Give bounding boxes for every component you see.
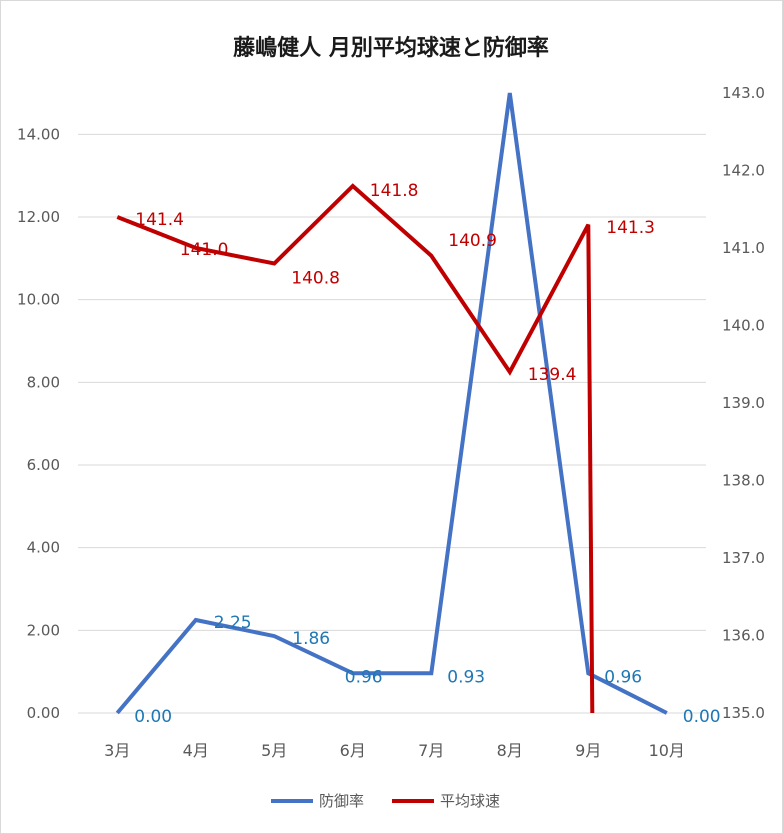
right-tick-label: 142.0 [722, 162, 765, 180]
data-label: 0.96 [345, 667, 383, 687]
series-line-era [115, 92, 668, 715]
data-label: 139.4 [528, 365, 577, 385]
chart-title: 藤嶋健人 月別平均球速と防御率 [233, 35, 549, 61]
left-tick-label: 4.00 [27, 539, 60, 557]
data-label: 0.93 [447, 667, 485, 687]
right-axis-ticks: 135.0 136.0 137.0 138.0 139.0 140.0 141.0 142.0… [722, 84, 765, 722]
category-label: 3月 [104, 741, 130, 760]
legend-label: 平均球速 [440, 792, 500, 810]
data-label: 1.86 [292, 629, 330, 649]
left-tick-label: 14.00 [17, 125, 60, 143]
data-label: 0.00 [683, 707, 721, 727]
gridlines [78, 133, 706, 714]
left-tick-label: 10.00 [17, 291, 60, 309]
data-label: 140.8 [291, 269, 340, 289]
data-label: 141.3 [606, 218, 655, 238]
right-tick-label: 136.0 [722, 627, 765, 645]
category-label: 8月 [497, 741, 523, 760]
right-tick-label: 137.0 [722, 549, 765, 567]
right-tick-label: 139.0 [722, 394, 765, 412]
data-labels: 0.00 2.25 1.86 0.96 0.93 0.96 0.00 141.4 141.0 14… [134, 181, 720, 727]
series-line-velocity [116, 183, 595, 714]
category-label: 6月 [340, 741, 366, 760]
data-label: 0.00 [134, 707, 172, 727]
category-label: 5月 [261, 741, 287, 760]
series-lines [115, 92, 668, 715]
right-tick-label: 140.0 [722, 317, 765, 335]
data-label: 2.25 [214, 613, 252, 633]
data-label: 140.9 [448, 231, 497, 251]
category-label: 4月 [183, 741, 209, 760]
data-label: 141.8 [370, 181, 419, 201]
data-label: 0.96 [604, 667, 642, 687]
data-label: 141.0 [180, 240, 229, 260]
category-label: 10月 [649, 741, 685, 760]
left-axis-ticks: 0.00 2.00 4.00 6.00 8.00 10.00 12.00 14.00 [17, 125, 60, 722]
legend: 防御率 平均球速 [271, 792, 500, 810]
right-tick-label: 138.0 [722, 472, 765, 490]
left-tick-label: 0.00 [27, 704, 60, 722]
left-tick-label: 12.00 [17, 208, 60, 226]
data-label: 141.4 [135, 210, 184, 230]
category-axis: 3月 4月 5月 6月 7月 8月 9月 10月 [104, 741, 685, 760]
category-label: 7月 [418, 741, 444, 760]
left-tick-label: 2.00 [27, 621, 60, 639]
right-tick-label: 143.0 [722, 84, 765, 102]
left-tick-label: 8.00 [27, 373, 60, 391]
right-tick-label: 135.0 [722, 704, 765, 722]
right-tick-label: 141.0 [722, 239, 765, 257]
legend-label: 防御率 [319, 792, 364, 810]
left-tick-label: 6.00 [27, 456, 60, 474]
category-label: 9月 [575, 741, 601, 760]
